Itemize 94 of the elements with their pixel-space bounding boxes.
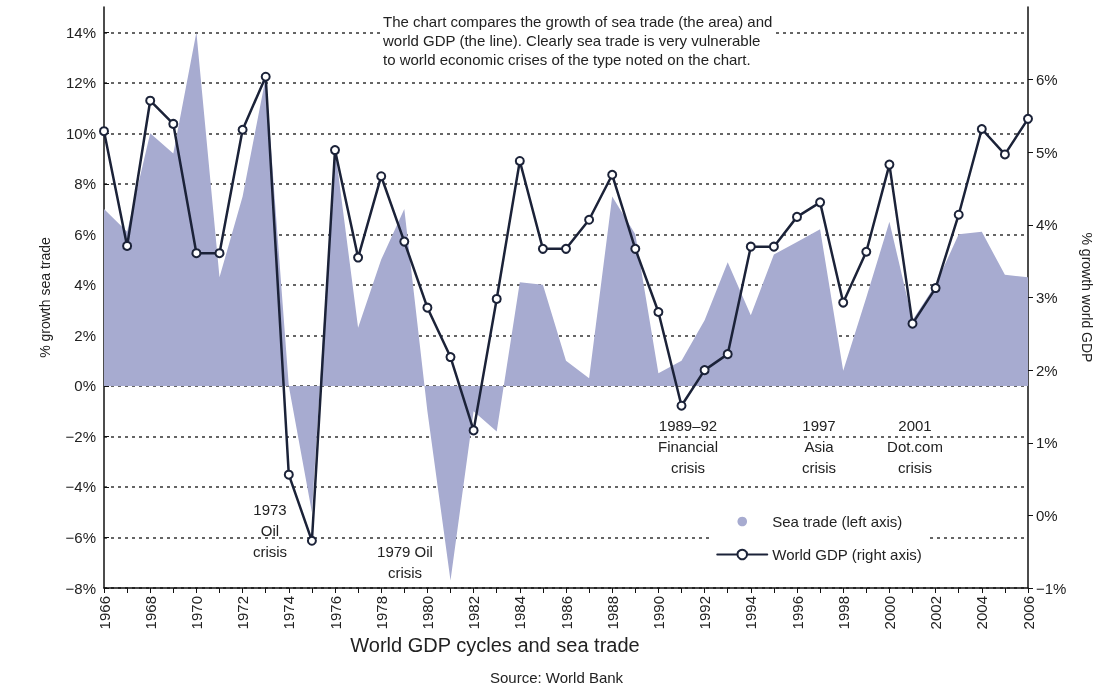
y2-tick-label: −1% <box>1036 579 1067 597</box>
point <box>399 236 410 247</box>
point <box>953 209 964 220</box>
point <box>330 145 340 156</box>
annotation: 1989–92 Financial crisis <box>657 416 719 476</box>
y-tick-label: 2% <box>74 326 96 344</box>
point <box>376 171 387 182</box>
point <box>353 252 364 263</box>
y-tick-label: −2% <box>65 427 96 445</box>
point <box>445 352 456 363</box>
point <box>514 155 525 166</box>
annotation: 1979 Oil crisis <box>377 543 433 581</box>
x-tick-label: 1994 <box>742 596 760 630</box>
legend-label: World GDP (right axis) <box>772 546 922 563</box>
y-tick-label: 4% <box>74 276 96 294</box>
annotation: 2001 Dot.com crisis <box>887 416 943 476</box>
legend-label: Sea trade (left axis) <box>772 513 903 530</box>
point <box>191 248 202 259</box>
y2-tick-label: 5% <box>1036 143 1058 161</box>
point <box>584 214 595 225</box>
point <box>237 124 248 135</box>
y2-tick-label: 0% <box>1036 506 1058 524</box>
y-tick-label: −4% <box>65 478 96 496</box>
point <box>122 240 133 251</box>
point <box>884 159 895 170</box>
annotation: 1973 Oil crisis <box>252 500 288 560</box>
x-tick-label: 1972 <box>234 596 252 630</box>
point <box>306 535 317 546</box>
point <box>792 211 802 222</box>
point <box>283 469 294 480</box>
y-tick-label: 6% <box>74 225 96 243</box>
x-tick-label: 1990 <box>649 596 667 630</box>
point <box>260 71 271 82</box>
x-tick-label: 1966 <box>95 596 113 630</box>
x-tick-label: 1982 <box>465 596 483 630</box>
point <box>422 302 433 313</box>
x-tick-label: 2004 <box>973 596 991 630</box>
y2-tick-label: 6% <box>1036 71 1058 89</box>
x-tick-label: 2002 <box>927 596 945 630</box>
point <box>168 118 179 129</box>
x-tick-label: 1992 <box>696 596 714 630</box>
x-tick-label: 1974 <box>280 596 298 630</box>
point <box>722 349 733 360</box>
point <box>976 124 987 135</box>
point <box>630 243 641 254</box>
y-tick-label: 0% <box>74 377 96 395</box>
x-tick-label: 2000 <box>880 596 898 630</box>
x-tick-label: 1976 <box>326 596 344 630</box>
point <box>907 318 918 329</box>
x-tick-label: 1986 <box>557 596 575 630</box>
x-tick-label: 1980 <box>418 596 436 630</box>
y-tick-label: 12% <box>65 74 96 92</box>
point <box>491 293 502 304</box>
point <box>815 197 826 208</box>
y-axis-title: % growth sea trade <box>37 236 53 358</box>
point <box>745 241 756 252</box>
x-tick-label: 1998 <box>834 596 852 630</box>
x-tick-label: 1978 <box>372 596 390 630</box>
source-note: Source: World Bank <box>490 669 624 686</box>
x-tick-label: 2006 <box>1019 596 1037 630</box>
point <box>699 365 710 376</box>
x-tick-label: 1984 <box>511 596 529 630</box>
point <box>537 243 548 254</box>
x-tick-label: 1988 <box>603 596 621 630</box>
point <box>468 425 479 436</box>
point <box>930 283 941 294</box>
point <box>145 95 156 106</box>
point <box>838 297 849 308</box>
point <box>99 126 109 137</box>
point <box>999 149 1010 160</box>
point <box>861 246 872 257</box>
annotation: The chart compares the growth of sea trade (the area) and world GDP (the line). Clearly sea trade is very vulnerable to world economic crises of the type noted on the chart. <box>382 13 773 68</box>
point <box>214 248 225 259</box>
x-tick-label: 1968 <box>141 596 159 630</box>
y2-tick-label: 2% <box>1036 361 1058 379</box>
point <box>561 243 571 254</box>
point <box>1023 113 1033 124</box>
y-tick-label: 10% <box>65 124 96 142</box>
x-tick-label: 1970 <box>187 596 205 630</box>
y-tick-label: 8% <box>74 175 96 193</box>
point <box>676 400 687 411</box>
y2-axis-title: % growth world GDP <box>1079 232 1095 363</box>
point <box>607 169 618 180</box>
y-tick-label: 14% <box>65 23 96 41</box>
y-tick-label: −8% <box>65 579 96 597</box>
point <box>653 307 664 318</box>
y2-tick-label: 4% <box>1036 216 1058 234</box>
y2-tick-label: 3% <box>1036 289 1058 306</box>
y2-tick-label: 1% <box>1036 434 1058 452</box>
text: World GDP cycles and sea trade <box>350 634 640 656</box>
y-tick-label: −6% <box>65 528 96 546</box>
annotation: 1997 Asia crisis <box>801 416 837 476</box>
point <box>768 241 779 252</box>
x-tick-label: 1996 <box>788 596 806 630</box>
